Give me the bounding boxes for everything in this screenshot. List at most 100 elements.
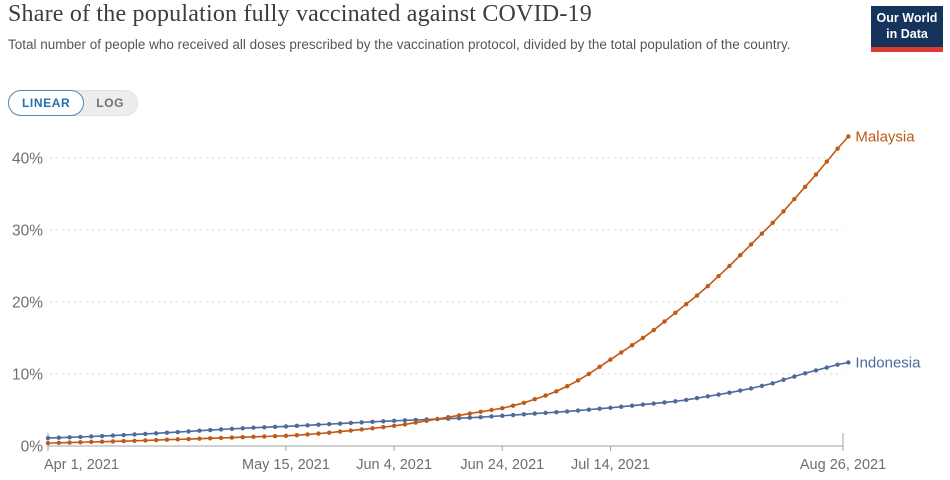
series-point-malaysia bbox=[781, 209, 786, 214]
series-point-malaysia bbox=[413, 420, 418, 425]
series-point-indonesia bbox=[651, 401, 656, 406]
series-point-malaysia bbox=[543, 393, 548, 398]
series-point-indonesia bbox=[175, 429, 180, 435]
series-point-indonesia bbox=[770, 381, 775, 386]
page-title: Share of the population fully vaccinated… bbox=[8, 1, 592, 27]
series-point-indonesia bbox=[283, 424, 289, 429]
series-point-indonesia bbox=[99, 433, 105, 439]
series-point-indonesia bbox=[143, 431, 148, 437]
series-point-malaysia bbox=[89, 439, 94, 445]
series-point-indonesia bbox=[716, 392, 721, 397]
series-point-malaysia bbox=[164, 437, 170, 442]
x-tick-label: Aug 26, 2021 bbox=[800, 457, 886, 473]
series-point-indonesia bbox=[554, 409, 559, 415]
series-point-indonesia bbox=[348, 420, 354, 426]
series-point-malaysia bbox=[521, 400, 527, 405]
owid-logo-line1: Our World bbox=[876, 10, 938, 25]
series-point-indonesia bbox=[218, 427, 224, 432]
linear-scale-button[interactable]: LINEAR bbox=[8, 90, 85, 116]
series-point-indonesia bbox=[629, 403, 635, 408]
series-point-malaysia bbox=[683, 301, 689, 307]
series-point-indonesia bbox=[197, 428, 202, 433]
series-point-indonesia bbox=[186, 429, 191, 434]
series-point-malaysia bbox=[586, 371, 592, 377]
series-point-indonesia bbox=[110, 433, 116, 438]
series-point-indonesia bbox=[78, 434, 83, 440]
x-tick-label: Jul 14, 2021 bbox=[571, 457, 650, 473]
y-tick-label: 40% bbox=[12, 151, 43, 168]
series-point-indonesia bbox=[45, 435, 51, 441]
scale-toggle: LINEAR LOG bbox=[8, 90, 139, 116]
series-point-malaysia bbox=[662, 319, 667, 324]
series-point-indonesia bbox=[608, 405, 613, 411]
series-point-malaysia bbox=[132, 438, 137, 444]
series-point-indonesia bbox=[489, 414, 494, 419]
series-point-malaysia bbox=[391, 423, 397, 429]
series-point-indonesia bbox=[121, 432, 126, 438]
series-point-malaysia bbox=[532, 397, 537, 402]
series-point-malaysia bbox=[748, 242, 754, 247]
series-point-malaysia bbox=[424, 418, 429, 423]
series-point-indonesia bbox=[619, 404, 624, 409]
series-point-malaysia bbox=[327, 430, 332, 435]
x-tick-label: Apr 1, 2021 bbox=[44, 457, 119, 473]
series-point-indonesia bbox=[727, 390, 732, 395]
x-tick-label: Jun 24, 2021 bbox=[460, 457, 544, 473]
series-point-malaysia bbox=[608, 357, 613, 362]
series-point-indonesia bbox=[478, 415, 483, 420]
series-line-malaysia bbox=[47, 135, 850, 444]
series-point-indonesia bbox=[402, 418, 408, 423]
series-point-indonesia bbox=[381, 419, 386, 424]
series-point-indonesia bbox=[824, 365, 829, 370]
log-scale-button[interactable]: LOG bbox=[96, 96, 125, 110]
series-point-indonesia bbox=[208, 427, 213, 433]
series-point-indonesia bbox=[543, 410, 548, 416]
series-point-indonesia bbox=[673, 399, 678, 404]
y-tick-label: 10% bbox=[12, 367, 43, 384]
series-point-indonesia bbox=[640, 402, 646, 407]
series-point-indonesia bbox=[846, 360, 851, 365]
series-point-indonesia bbox=[748, 386, 754, 391]
y-tick-label: 0% bbox=[21, 439, 44, 456]
series-point-malaysia bbox=[835, 146, 840, 151]
x-tick-label: May 15, 2021 bbox=[242, 457, 330, 473]
series-point-malaysia bbox=[597, 364, 602, 369]
series-point-malaysia bbox=[629, 343, 635, 348]
series-point-malaysia bbox=[175, 437, 180, 442]
series-point-malaysia bbox=[316, 431, 321, 436]
series-point-malaysia bbox=[381, 424, 386, 430]
series-point-indonesia bbox=[240, 426, 245, 431]
series-point-indonesia bbox=[370, 419, 375, 425]
series-label-indonesia: Indonesia bbox=[855, 354, 921, 371]
series-point-indonesia bbox=[391, 418, 397, 423]
y-tick-label: 30% bbox=[12, 223, 43, 240]
series-point-indonesia bbox=[272, 424, 278, 430]
series-point-malaysia bbox=[456, 413, 462, 418]
series-point-indonesia bbox=[262, 425, 267, 430]
series-point-malaysia bbox=[186, 436, 191, 442]
series-point-malaysia bbox=[619, 350, 624, 355]
series-point-indonesia bbox=[586, 407, 592, 412]
series-point-indonesia bbox=[597, 406, 602, 411]
series-point-malaysia bbox=[640, 335, 646, 341]
owid-logo[interactable]: Our World in Data bbox=[871, 6, 943, 52]
series-point-indonesia bbox=[305, 423, 310, 428]
series-point-indonesia bbox=[229, 426, 235, 432]
series-point-indonesia bbox=[759, 383, 765, 389]
series-point-malaysia bbox=[467, 411, 473, 416]
series-point-malaysia bbox=[143, 438, 148, 443]
series-point-malaysia bbox=[478, 409, 483, 414]
series-point-indonesia bbox=[521, 412, 527, 417]
series-point-malaysia bbox=[770, 220, 775, 225]
series-point-malaysia bbox=[694, 293, 700, 298]
series-point-malaysia bbox=[727, 263, 732, 269]
series-point-malaysia bbox=[500, 406, 505, 411]
series-point-malaysia bbox=[370, 426, 375, 431]
chart-svg[interactable]: 0% 10% 20% 30% 40% Apr 1, 2021 May 15, 2021 Jun… bbox=[0, 118, 950, 480]
series-point-malaysia bbox=[240, 435, 245, 440]
series-point-malaysia bbox=[575, 378, 581, 383]
series-point-malaysia bbox=[510, 403, 516, 408]
series-point-indonesia bbox=[705, 394, 710, 399]
series-point-malaysia bbox=[813, 172, 819, 177]
